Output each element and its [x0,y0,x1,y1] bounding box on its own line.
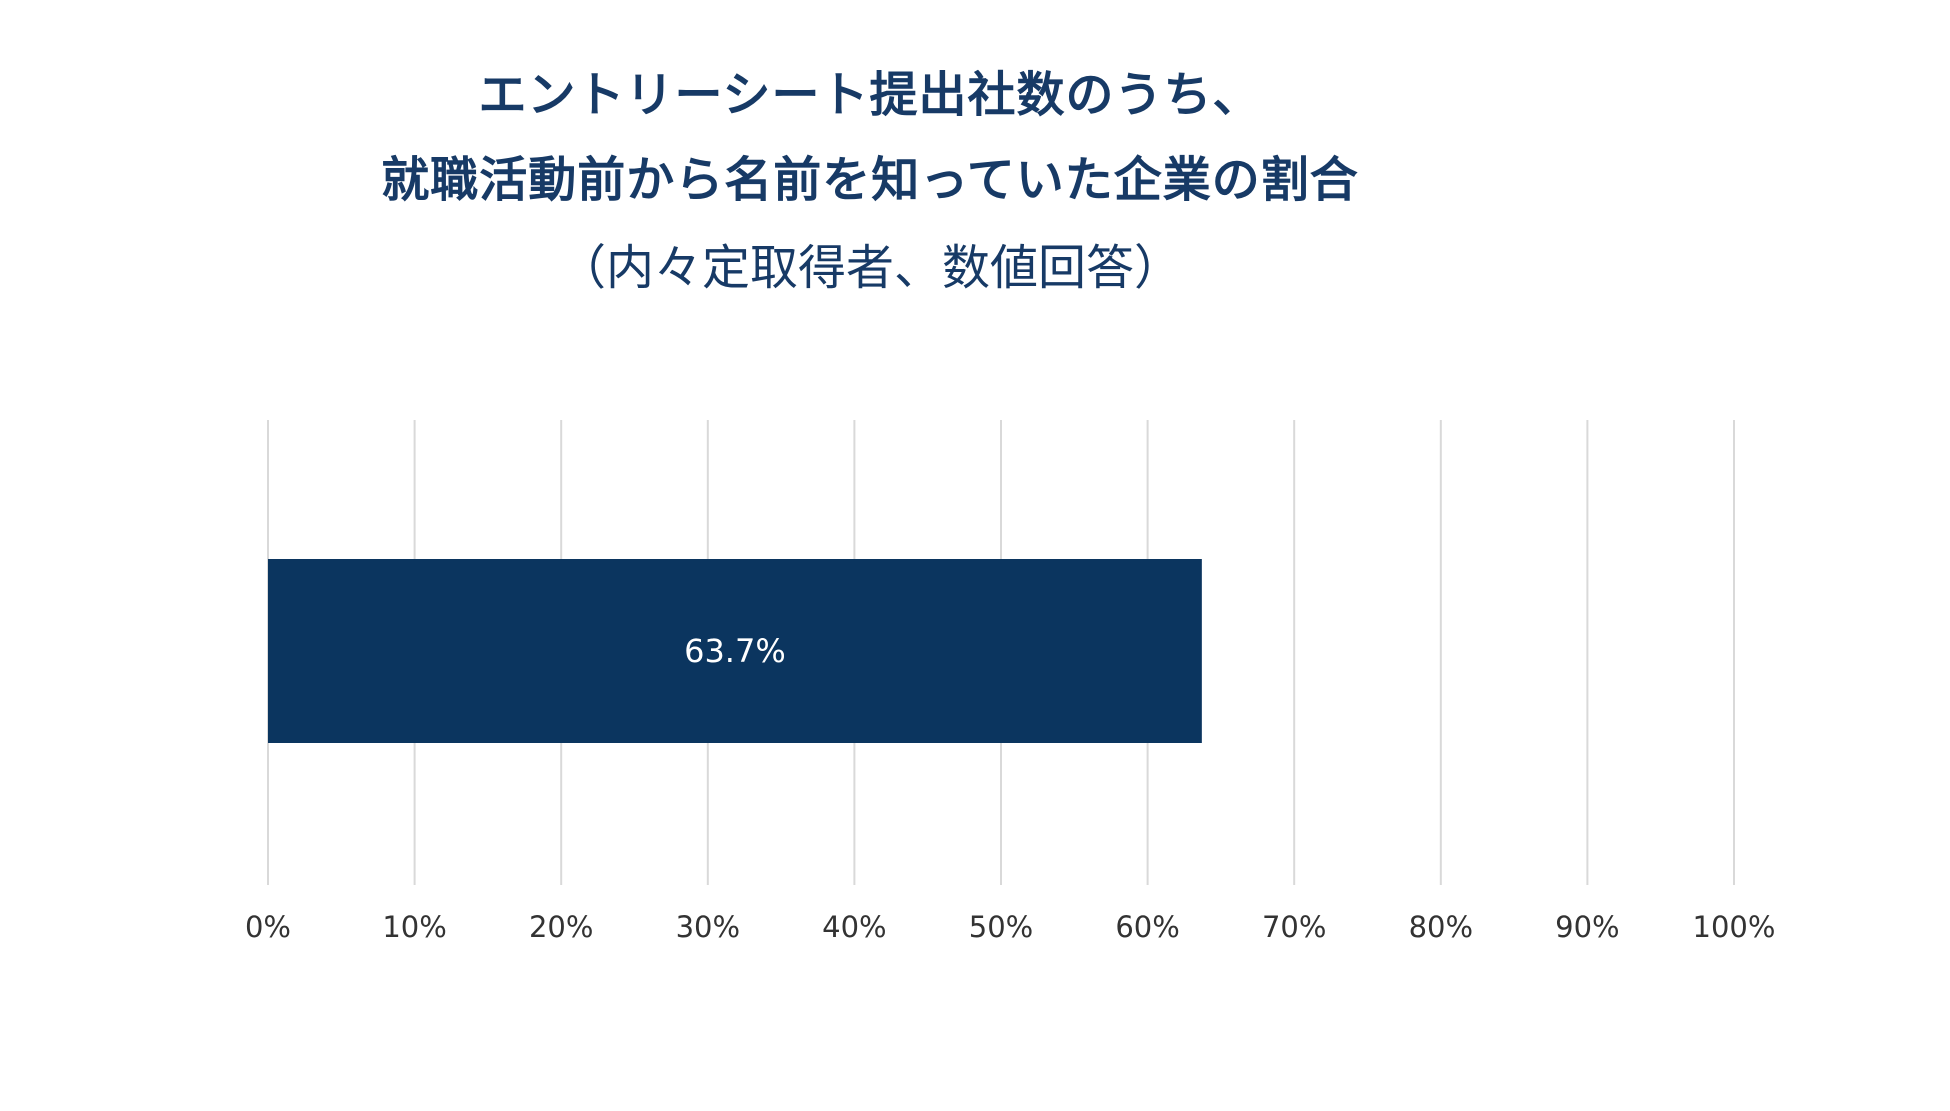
x-tick-label-30: 30% [676,910,740,944]
x-tick-label-20: 20% [529,910,593,944]
chart-title-line-1: エントリーシート提出社数のうち、 [478,67,1262,123]
bar-data-label-0: 63.7% [684,632,786,670]
bars: 63.7% [268,559,1202,743]
x-tick-label-70: 70% [1262,910,1326,944]
chart-subtitle: （内々定取得者、数値回答） [557,240,1182,296]
x-tick-label-100: 100% [1693,910,1776,944]
x-tick-label-80: 80% [1409,910,1473,944]
x-tick-label-10: 10% [382,910,446,944]
chart-title-line-2: 就職活動前から名前を知っていた企業の割合 [381,152,1359,208]
x-tick-label-90: 90% [1555,910,1619,944]
x-tick-label-40: 40% [822,910,886,944]
x-axis-tick-labels: 0% 10% 20% 30% 40% 50% 60% 70% 80% 90% 100% [245,910,1775,944]
chart-title-block: エントリーシート提出社数のうち、 就職活動前から名前を知っていた企業の割合 （内… [0,0,1950,300]
x-tick-label-0: 0% [245,910,291,944]
bar-0 [268,559,1202,743]
x-tick-label-60: 60% [1115,910,1179,944]
x-tick-label-50: 50% [969,910,1033,944]
